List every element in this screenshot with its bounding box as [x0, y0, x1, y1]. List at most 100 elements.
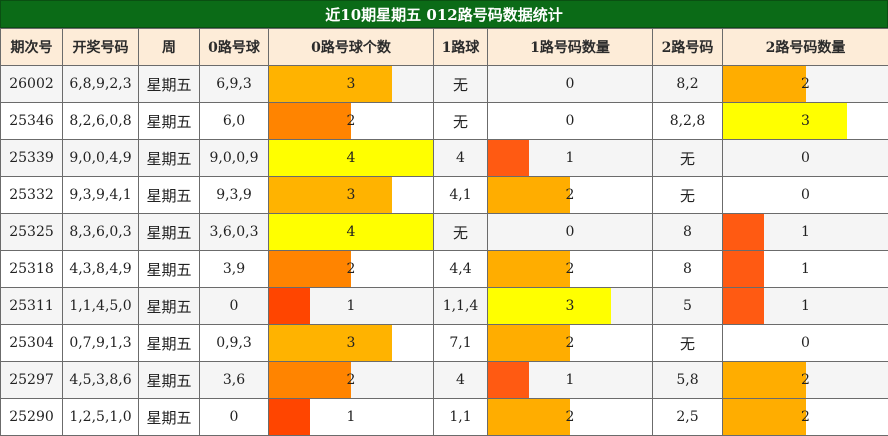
cell-route2-count-value: 0	[801, 150, 810, 166]
cell-numbers: 8,3,6,0,3	[63, 214, 139, 251]
cell-route1-balls: 无	[434, 66, 488, 103]
cell-route1-count-bar	[488, 325, 570, 361]
cell-route0-count: 3	[269, 177, 434, 214]
cell-route0-balls: 3,9	[200, 251, 269, 288]
cell-route1-count: 0	[488, 214, 653, 251]
cell-route0-count-bar	[269, 399, 310, 435]
cell-route2-balls: 2,5	[653, 399, 723, 436]
cell-route0-count: 4	[269, 140, 434, 177]
cell-route1-count-bar	[488, 399, 570, 435]
cell-route2-count-bar	[723, 251, 764, 287]
cell-route0-count-bar	[269, 103, 351, 139]
cell-issue: 25332	[1, 177, 63, 214]
header-route2-count: 2路号码数量	[723, 29, 888, 66]
cell-route1-balls: 7,1	[434, 325, 488, 362]
cell-route0-balls: 3,6,0,3	[200, 214, 269, 251]
cell-week: 星期五	[139, 288, 200, 325]
cell-numbers: 6,8,9,2,3	[63, 66, 139, 103]
cell-route2-count-bar	[723, 103, 847, 139]
header-route0-balls: 0路号球	[200, 29, 269, 66]
cell-route1-count-bar	[488, 251, 570, 287]
cell-route1-count-value: 2	[566, 409, 575, 425]
cell-issue: 25325	[1, 214, 63, 251]
cell-week: 星期五	[139, 66, 200, 103]
cell-route1-count-bar	[488, 140, 529, 176]
cell-week: 星期五	[139, 325, 200, 362]
cell-issue: 25311	[1, 288, 63, 325]
cell-route0-count-value: 2	[347, 372, 356, 388]
cell-route0-count: 4	[269, 214, 434, 251]
cell-route0-count-value: 2	[347, 261, 356, 277]
cell-route2-balls: 无	[653, 325, 723, 362]
cell-numbers: 9,0,0,4,9	[63, 140, 139, 177]
header-route2-balls: 2路号码	[653, 29, 723, 66]
table-title: 近10期星期五 012路号码数据统计	[0, 0, 888, 28]
cell-route2-balls: 8,2	[653, 66, 723, 103]
cell-week: 星期五	[139, 214, 200, 251]
cell-route2-count: 1	[723, 251, 888, 288]
cell-issue: 25318	[1, 251, 63, 288]
cell-route0-count: 2	[269, 362, 434, 399]
header-route0-count: 0路号球个数	[269, 29, 434, 66]
cell-numbers: 4,3,8,4,9	[63, 251, 139, 288]
cell-route1-balls: 无	[434, 214, 488, 251]
header-route1-balls: 1路球	[434, 29, 488, 66]
cell-route2-count-value: 1	[801, 224, 810, 240]
cell-route0-count-bar	[269, 251, 351, 287]
cell-route2-count-value: 2	[801, 76, 810, 92]
cell-route2-count-bar	[723, 66, 806, 102]
cell-week: 星期五	[139, 140, 200, 177]
cell-route1-count-value: 0	[566, 113, 575, 129]
cell-week: 星期五	[139, 362, 200, 399]
cell-issue: 25297	[1, 362, 63, 399]
cell-route0-balls: 9,3,9	[200, 177, 269, 214]
cell-route0-balls: 6,0	[200, 103, 269, 140]
cell-route1-count-value: 2	[566, 187, 575, 203]
cell-route2-count: 0	[723, 140, 888, 177]
header-row: 期次号 开奖号码 周 0路号球 0路号球个数 1路球 1路号码数量 2路号码 2…	[1, 29, 888, 66]
cell-route0-count: 3	[269, 66, 434, 103]
cell-route0-count-value: 1	[347, 298, 356, 314]
cell-numbers: 1,2,5,1,0	[63, 399, 139, 436]
cell-route2-count: 2	[723, 66, 888, 103]
cell-route0-count-bar	[269, 362, 351, 398]
cell-route0-count-value: 3	[347, 76, 356, 92]
cell-route0-count-value: 3	[347, 187, 356, 203]
cell-route2-count-value: 0	[801, 187, 810, 203]
cell-route0-count-value: 4	[347, 224, 356, 240]
cell-route0-balls: 3,6	[200, 362, 269, 399]
cell-numbers: 0,7,9,1,3	[63, 325, 139, 362]
cell-route2-balls: 5,8	[653, 362, 723, 399]
header-route1-count: 1路号码数量	[488, 29, 653, 66]
cell-route1-count: 2	[488, 251, 653, 288]
cell-route1-balls: 4,4	[434, 251, 488, 288]
cell-route1-count: 3	[488, 288, 653, 325]
cell-route1-balls: 1,1	[434, 399, 488, 436]
cell-route1-balls: 无	[434, 103, 488, 140]
cell-route1-balls: 1,1,4	[434, 288, 488, 325]
cell-route0-count-bar	[269, 177, 392, 213]
cell-route0-count-value: 1	[347, 409, 356, 425]
cell-route2-balls: 5	[653, 288, 723, 325]
cell-week: 星期五	[139, 177, 200, 214]
cell-route1-count: 0	[488, 66, 653, 103]
cell-issue: 25290	[1, 399, 63, 436]
cell-week: 星期五	[139, 399, 200, 436]
cell-route2-count: 0	[723, 177, 888, 214]
cell-route2-count: 2	[723, 399, 888, 436]
cell-route0-count-value: 4	[347, 150, 356, 166]
cell-week: 星期五	[139, 103, 200, 140]
cell-numbers: 4,5,3,8,6	[63, 362, 139, 399]
cell-route0-count-value: 2	[347, 113, 356, 129]
cell-route2-count-bar	[723, 362, 806, 398]
header-issue: 期次号	[1, 29, 63, 66]
cell-route0-balls: 6,9,3	[200, 66, 269, 103]
cell-route0-balls: 0,9,3	[200, 325, 269, 362]
